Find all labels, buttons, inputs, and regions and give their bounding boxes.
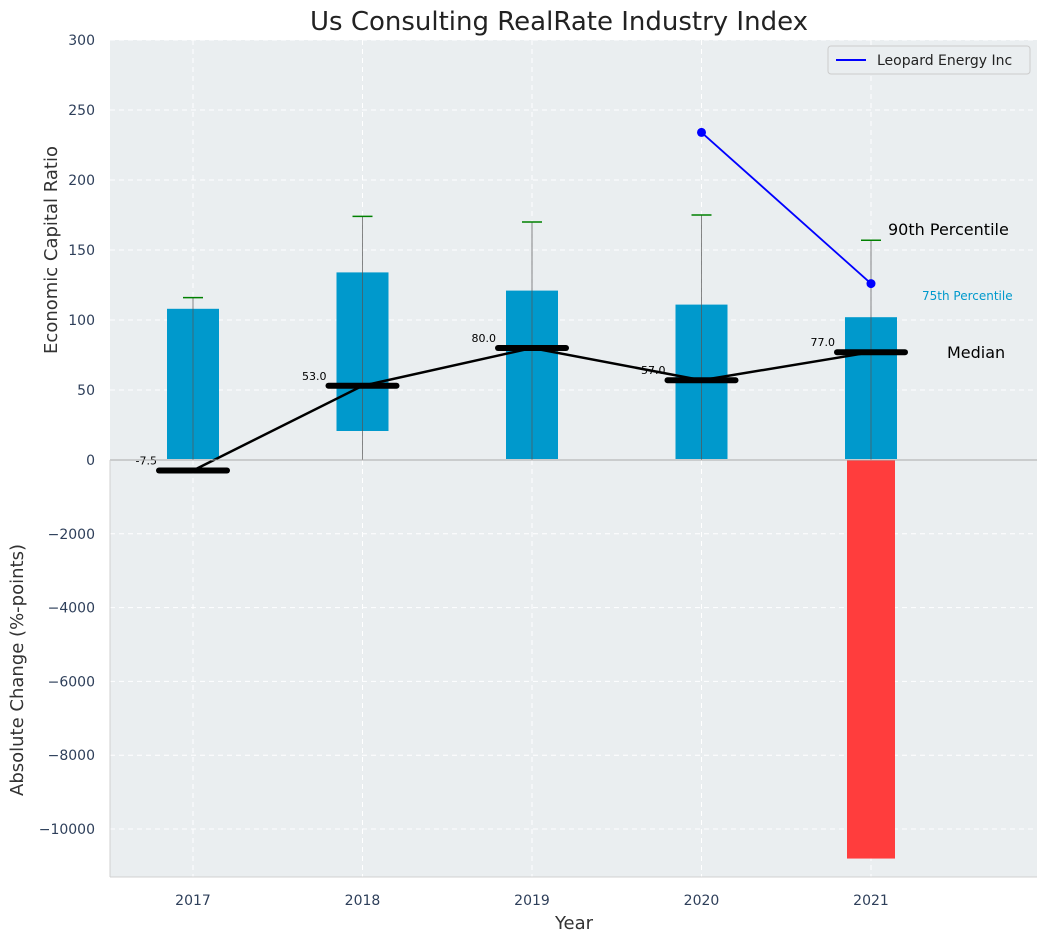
legend: Leopard Energy Inc (827, 45, 1031, 75)
legend-entry: Leopard Energy Inc (877, 53, 1012, 69)
y-tick-label-top: 50 (77, 383, 95, 399)
median-value-label: 80.0 (472, 332, 497, 345)
plot-backgrounds (110, 39, 1037, 877)
y-tick-label-bottom: −6000 (48, 674, 95, 690)
median-value-label: 57.0 (641, 364, 666, 377)
bottom-plot-background (110, 460, 1037, 877)
median-value-label: 53.0 (302, 370, 327, 383)
x-tick-label: 2019 (514, 893, 550, 909)
y-axis-label-bottom: Absolute Change (%-points) (7, 544, 28, 796)
median-value-label: 77.0 (811, 336, 836, 349)
y-tick-label-top: 300 (68, 33, 95, 49)
y-tick-label-top: 200 (68, 173, 95, 189)
company-line (700, 131, 872, 285)
x-tick-label: 2017 (175, 893, 211, 909)
median-value-label: -7.5 (136, 455, 157, 468)
y-tick-label-top: 150 (68, 243, 95, 259)
y-tick-label-bottom: −10000 (39, 822, 95, 838)
annotation-median: Median (947, 343, 1005, 362)
chart-title: Us Consulting RealRate Industry Index (310, 7, 808, 37)
y-tick-label-top: 0 (86, 453, 95, 469)
y-tick-label-bottom: −4000 (48, 601, 95, 617)
change-bar-2021 (847, 460, 895, 859)
y-axis-label-top: Economic Capital Ratio (41, 146, 62, 354)
y-tick-label-bottom: −2000 (48, 527, 95, 543)
y-tick-label-bottom: −8000 (48, 748, 95, 764)
x-axis-label: Year (554, 913, 594, 934)
company-point-2020 (697, 127, 706, 137)
annotation-90th-percentile: 90th Percentile (888, 220, 1009, 239)
y-tick-label-top: 100 (68, 313, 95, 329)
y-tick-label-top: 250 (68, 103, 95, 119)
company-point-2021 (866, 279, 876, 289)
x-tick-label: 2021 (853, 893, 889, 909)
annotation-75th-percentile: 75th Percentile (922, 289, 1013, 303)
x-tick-label: 2018 (345, 893, 381, 909)
legend-box (827, 45, 1031, 75)
x-tick-label: 2020 (684, 893, 720, 909)
